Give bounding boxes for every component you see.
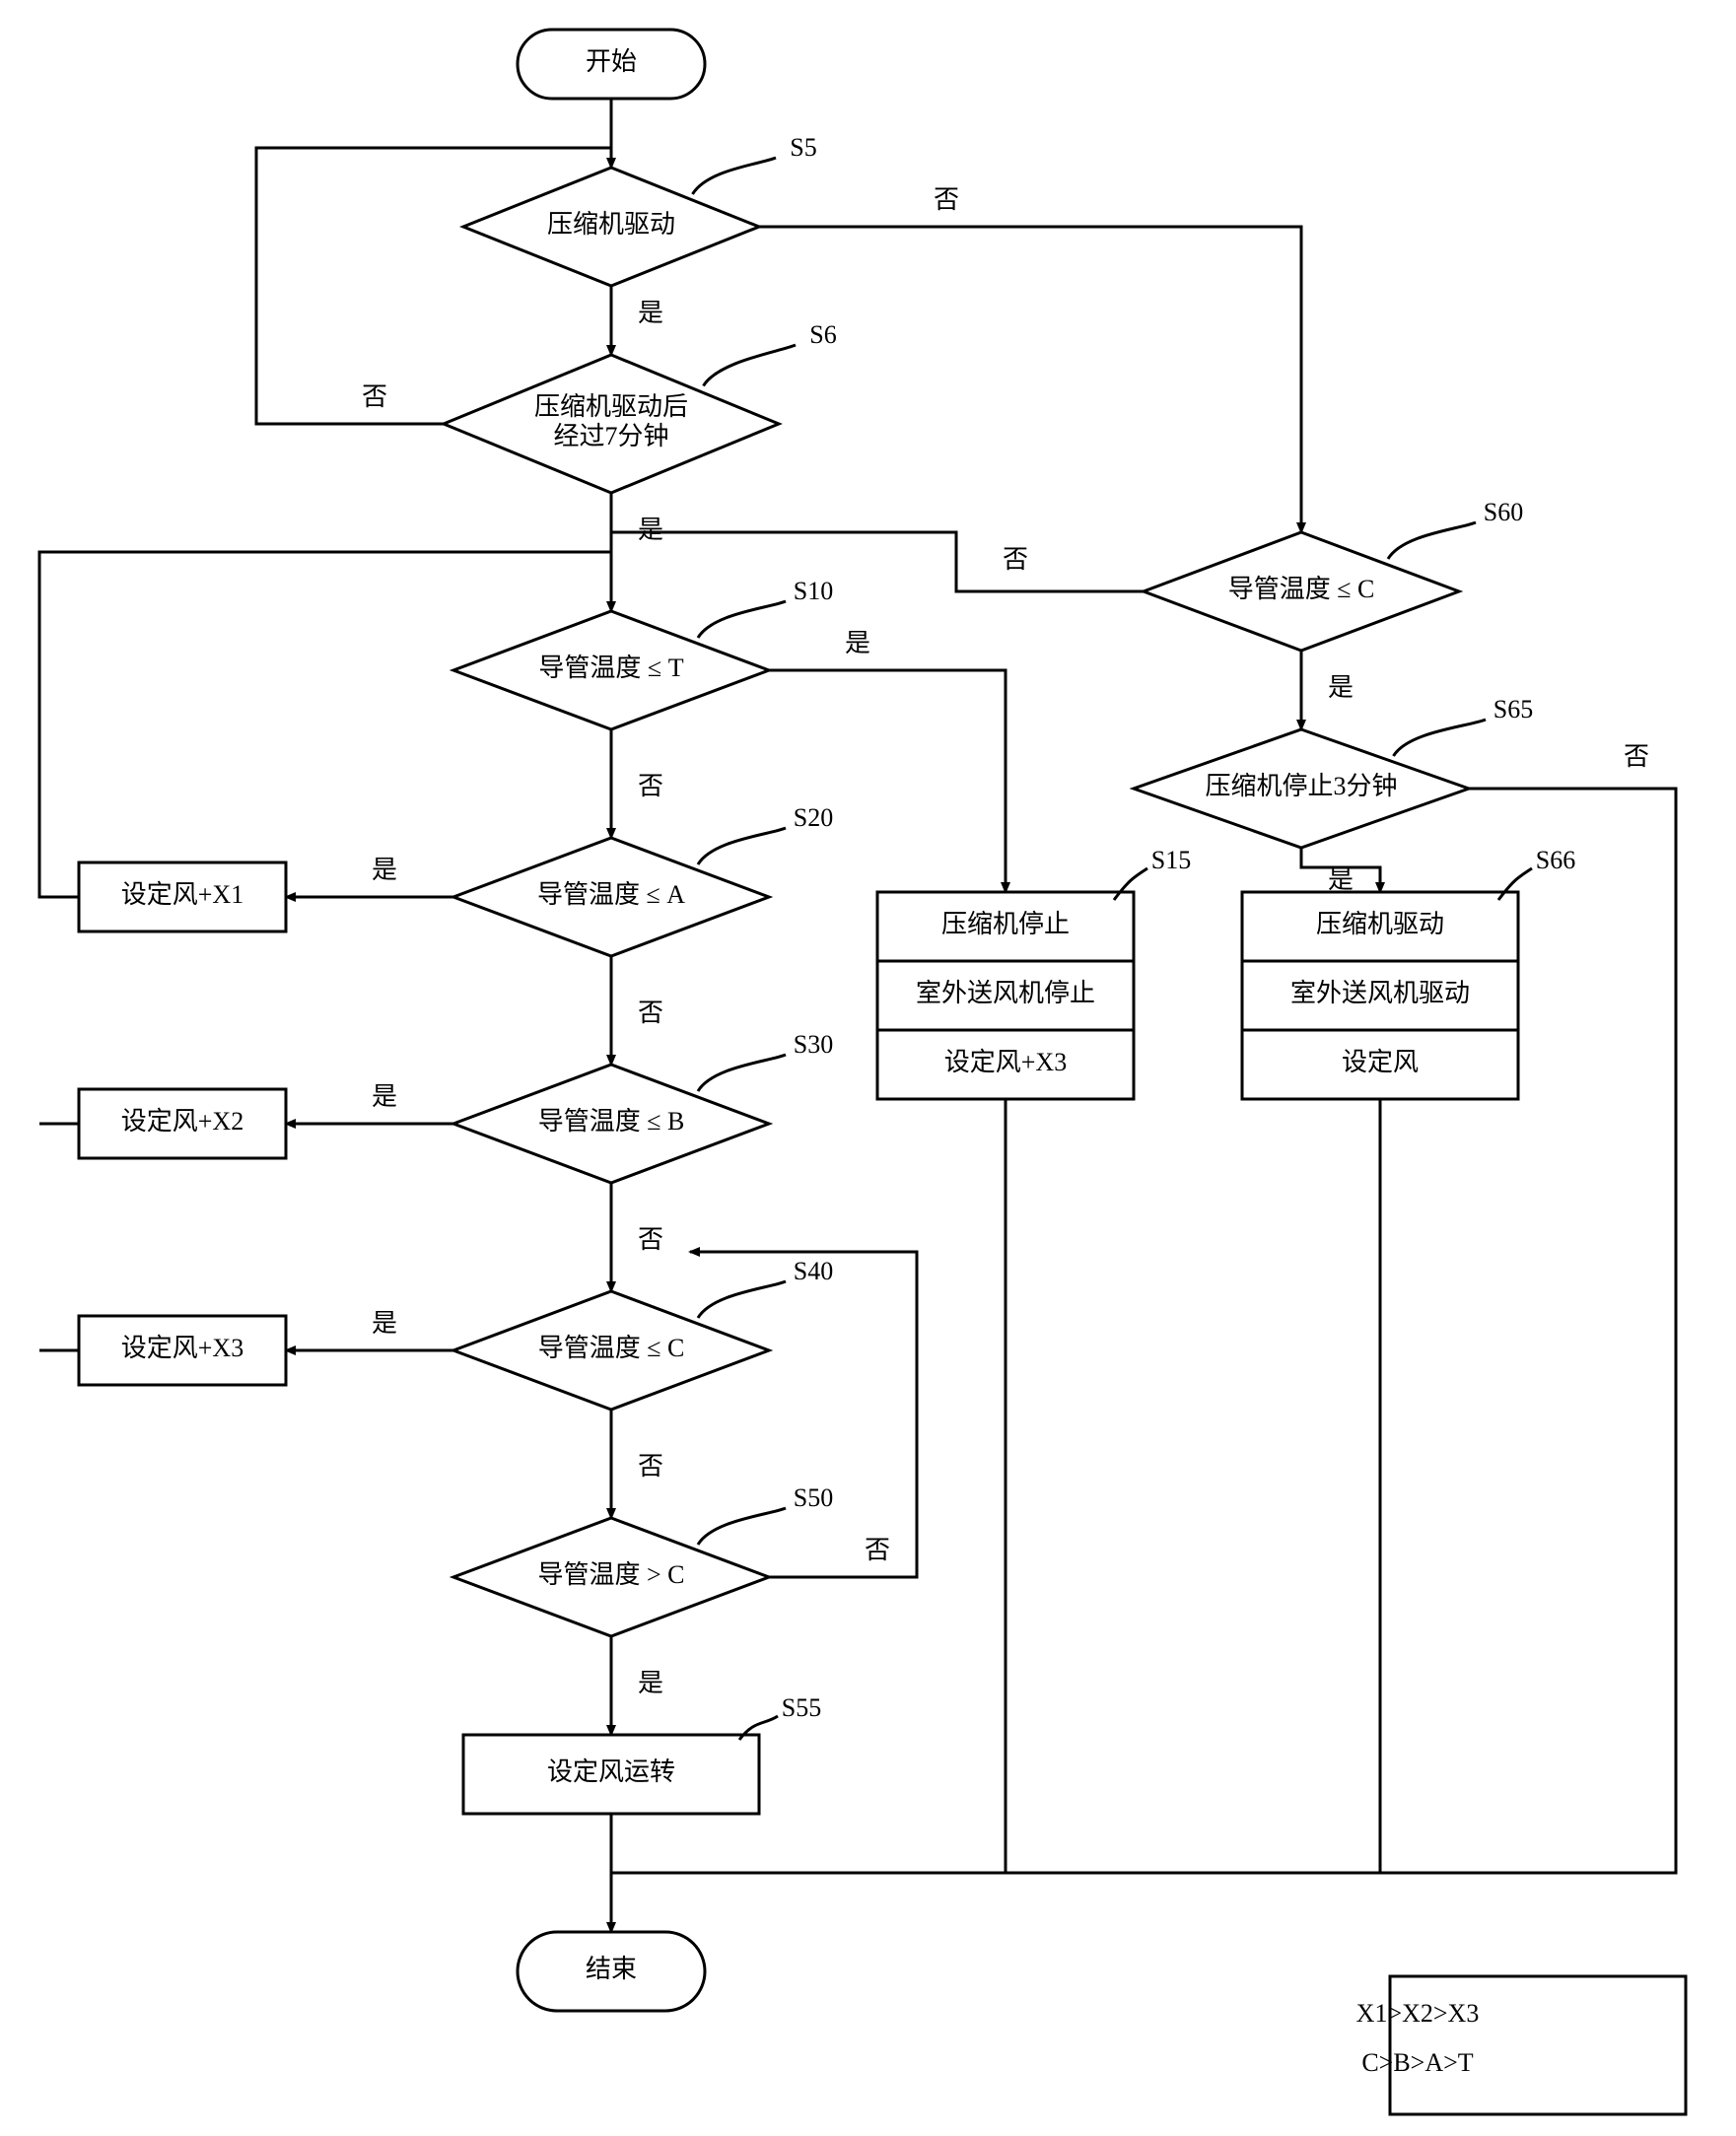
edge-label: 否 — [638, 999, 663, 1027]
step-label: S10 — [794, 577, 833, 605]
svg-text:压缩机驱动: 压缩机驱动 — [1316, 910, 1444, 938]
edge-label: 否 — [362, 382, 387, 411]
node-start: 开始 — [518, 30, 705, 99]
step-label: S65 — [1493, 695, 1533, 723]
svg-text:经过7分钟: 经过7分钟 — [553, 422, 668, 450]
node-px3: 设定风+X3 — [79, 1316, 286, 1385]
step-label: S50 — [794, 1483, 833, 1512]
svg-text:X1>X2>X3: X1>X2>X3 — [1356, 1999, 1480, 2028]
node-s66: 压缩机驱动室外送风机驱动设定风 S66 — [1242, 846, 1575, 1099]
node-s15: 压缩机停止室外送风机停止设定风+X3 S15 — [877, 846, 1191, 1099]
svg-text:S66: S66 — [1536, 846, 1575, 874]
edge — [611, 532, 1144, 591]
node-s5: 压缩机驱动 S5 — [463, 133, 817, 286]
step-label: S6 — [809, 320, 836, 349]
edge-label: 是 — [372, 856, 397, 884]
edge — [769, 670, 1006, 892]
edge — [759, 227, 1301, 532]
edge-label: 是 — [638, 516, 663, 544]
svg-text:压缩机驱动后: 压缩机驱动后 — [534, 392, 688, 421]
edge-label: 是 — [638, 299, 663, 327]
svg-text:C>B>A>T: C>B>A>T — [1361, 2048, 1473, 2077]
edge — [690, 1252, 917, 1577]
edge-label: 是 — [1328, 673, 1354, 702]
step-label: S5 — [790, 133, 816, 162]
node-s10: 导管温度 ≤ T S10 — [453, 577, 833, 729]
svg-text:设定风运转: 设定风运转 — [547, 1757, 675, 1786]
node-s55: 设定风运转 S55 — [463, 1693, 821, 1814]
svg-text:室外送风机驱动: 室外送风机驱动 — [1290, 979, 1470, 1007]
svg-text:设定风: 设定风 — [1342, 1048, 1419, 1076]
node-px1: 设定风+X1 — [79, 862, 286, 931]
node-end: 结束 — [518, 1932, 705, 2011]
svg-text:设定风+X2: 设定风+X2 — [121, 1107, 243, 1136]
svg-text:导管温度 ≤ C: 导管温度 ≤ C — [538, 1334, 685, 1362]
svg-text:压缩机停止: 压缩机停止 — [941, 910, 1070, 938]
node-s30: 导管温度 ≤ B S30 — [453, 1030, 833, 1183]
node-s65: 压缩机停止3分钟 S65 — [1134, 695, 1533, 848]
edge-label: 是 — [638, 1669, 663, 1697]
edge-label: 是 — [845, 629, 870, 657]
node-s40: 导管温度 ≤ C S40 — [453, 1257, 833, 1410]
svg-text:结束: 结束 — [586, 1955, 637, 1983]
svg-text:导管温度 ≤ C: 导管温度 ≤ C — [1228, 575, 1375, 603]
edge-label: 否 — [638, 772, 663, 800]
edge-label: 否 — [934, 185, 959, 214]
svg-text:导管温度 ≤ B: 导管温度 ≤ B — [538, 1107, 685, 1136]
node-s6: 压缩机驱动后经过7分钟 S6 — [444, 320, 837, 493]
svg-text:S15: S15 — [1151, 846, 1191, 874]
svg-text:导管温度 > C: 导管温度 > C — [537, 1560, 684, 1589]
node-s20: 导管温度 ≤ A S20 — [453, 803, 833, 956]
svg-text:开始: 开始 — [586, 47, 637, 76]
edge-label: 否 — [865, 1536, 890, 1564]
edge-label: 否 — [638, 1452, 663, 1481]
node-px2: 设定风+X2 — [79, 1089, 286, 1158]
edge-label: 是 — [372, 1309, 397, 1338]
edge-label: 否 — [1003, 545, 1028, 574]
svg-text:S55: S55 — [782, 1693, 821, 1722]
svg-text:设定风+X1: 设定风+X1 — [121, 880, 243, 909]
node-s60: 导管温度 ≤ C S60 — [1144, 498, 1523, 651]
svg-text:室外送风机停止: 室外送风机停止 — [916, 979, 1095, 1007]
svg-text:设定风+X3: 设定风+X3 — [944, 1048, 1067, 1076]
node-s50: 导管温度 > C S50 — [453, 1483, 833, 1636]
edge — [39, 552, 611, 897]
node-legend: X1>X2>X3 C>B>A>T — [1356, 1976, 1686, 2114]
step-label: S30 — [794, 1030, 833, 1059]
edge-label: 否 — [638, 1225, 663, 1254]
edge-label: 否 — [1624, 742, 1649, 771]
svg-text:设定风+X3: 设定风+X3 — [121, 1334, 243, 1362]
step-label: S40 — [794, 1257, 833, 1285]
svg-text:导管温度 ≤ T: 导管温度 ≤ T — [538, 654, 683, 682]
svg-text:导管温度 ≤ A: 导管温度 ≤ A — [537, 880, 685, 909]
flowchart-canvas: 是是否否否否是否是否是否是否是是是否开始压缩机驱动S5压缩机驱动后经过7分钟S6… — [0, 0, 1736, 2136]
svg-text:压缩机驱动: 压缩机驱动 — [547, 210, 675, 239]
step-label: S60 — [1484, 498, 1523, 526]
svg-text:压缩机停止3分钟: 压缩机停止3分钟 — [1205, 772, 1397, 800]
edge-label: 是 — [372, 1082, 397, 1111]
edge-label: 是 — [1328, 865, 1354, 894]
step-label: S20 — [794, 803, 833, 832]
